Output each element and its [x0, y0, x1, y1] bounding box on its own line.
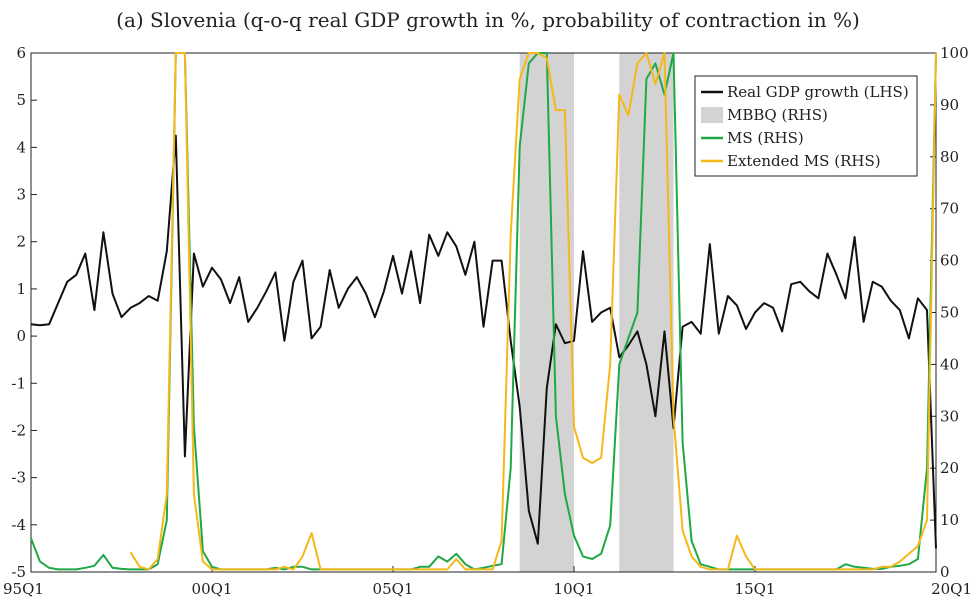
series-line-gdp: [30, 134, 937, 549]
left-tick-label: 5: [16, 91, 26, 109]
left-tick-label: 0: [16, 327, 26, 345]
x-tick-label: 00Q1: [192, 580, 233, 598]
right-tick-label: 20: [940, 459, 959, 477]
x-tick-label: 95Q1: [3, 580, 44, 598]
left-tick-label: -4: [11, 516, 26, 534]
legend: Real GDP growth (LHS) MBBQ (RHS) MS (RHS) E…: [694, 75, 918, 177]
legend-box: [694, 75, 918, 177]
legend-label: MBBQ (RHS): [727, 106, 828, 124]
x-tick-label: 05Q1: [373, 580, 414, 598]
right-tick-label: 30: [940, 407, 959, 425]
right-tick-label: 70: [940, 200, 959, 218]
right-tick-label: 40: [940, 355, 959, 373]
right-tick-label: 90: [940, 96, 959, 114]
left-tick-label: -5: [11, 563, 26, 581]
left-tick-label: -2: [11, 421, 26, 439]
right-tick-label: 80: [940, 148, 959, 166]
right-tick-label: 50: [940, 304, 959, 322]
x-tick-label: 20Q1: [931, 580, 972, 598]
axes: -5-4-3-2-1012345601020304050607080901009…: [3, 44, 972, 598]
series-line-ext-ms: [129, 52, 937, 571]
left-tick-label: 3: [16, 186, 26, 204]
mbbq-period-2: [619, 53, 674, 572]
mbbq-shading: [519, 53, 674, 572]
x-tick-label: 15Q1: [735, 580, 776, 598]
legend-swatch-mbbq: [701, 107, 723, 123]
legend-label: MS (RHS): [727, 129, 804, 147]
right-tick-label: 60: [940, 252, 959, 270]
right-tick-label: 0: [940, 563, 950, 581]
chart-title: (a) Slovenia (q-o-q real GDP growth in %…: [116, 8, 860, 32]
series-lines: [30, 52, 937, 571]
left-tick-label: 2: [16, 233, 26, 251]
x-tick-label: 10Q1: [554, 580, 595, 598]
left-tick-label: -1: [11, 374, 26, 392]
left-tick-label: 4: [16, 138, 26, 156]
legend-label: Real GDP growth (LHS): [727, 83, 909, 101]
legend-label: Extended MS (RHS): [727, 152, 881, 170]
left-tick-label: -3: [11, 469, 26, 487]
right-tick-label: 10: [940, 511, 959, 529]
left-tick-label: 1: [16, 280, 26, 298]
right-tick-label: 100: [940, 44, 969, 62]
left-tick-label: 6: [16, 44, 26, 62]
